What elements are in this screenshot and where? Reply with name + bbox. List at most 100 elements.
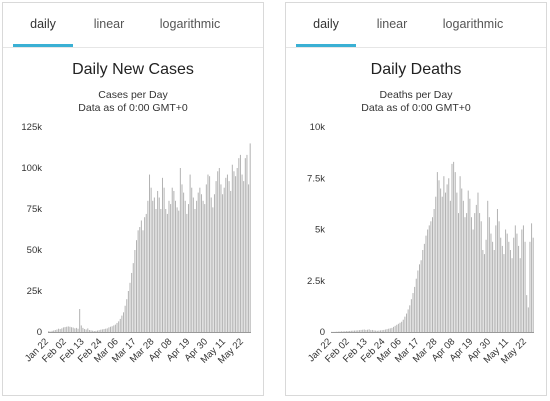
- bar[interactable]: [217, 171, 219, 332]
- bar[interactable]: [464, 217, 466, 332]
- tab-daily[interactable]: daily: [313, 17, 339, 31]
- bar[interactable]: [123, 312, 125, 332]
- bar[interactable]: [116, 322, 118, 332]
- bar[interactable]: [53, 330, 55, 332]
- tab-logarithmic[interactable]: logarithmic: [159, 17, 221, 31]
- bar[interactable]: [238, 158, 240, 332]
- bar[interactable]: [71, 327, 73, 332]
- bar[interactable]: [422, 250, 424, 332]
- bar[interactable]: [453, 161, 455, 332]
- bar[interactable]: [349, 330, 351, 332]
- bar[interactable]: [194, 209, 196, 332]
- bar[interactable]: [339, 331, 341, 332]
- bar[interactable]: [479, 213, 481, 332]
- bar[interactable]: [248, 184, 250, 332]
- bar[interactable]: [124, 305, 126, 332]
- bar[interactable]: [526, 295, 528, 332]
- bar[interactable]: [140, 220, 142, 332]
- bar[interactable]: [412, 293, 414, 332]
- bar[interactable]: [367, 329, 369, 332]
- bar[interactable]: [187, 204, 189, 332]
- bar[interactable]: [181, 184, 183, 332]
- bar[interactable]: [381, 330, 383, 332]
- bar[interactable]: [401, 321, 403, 332]
- bar[interactable]: [474, 213, 476, 332]
- bar[interactable]: [498, 221, 500, 332]
- bar[interactable]: [449, 200, 451, 332]
- bar[interactable]: [137, 230, 139, 332]
- bar[interactable]: [358, 330, 360, 332]
- bar[interactable]: [362, 329, 364, 332]
- bar[interactable]: [189, 174, 191, 332]
- bar[interactable]: [391, 327, 393, 332]
- bar[interactable]: [80, 325, 82, 332]
- bar[interactable]: [66, 326, 68, 332]
- bar[interactable]: [209, 176, 211, 332]
- bar[interactable]: [407, 309, 409, 332]
- bar[interactable]: [88, 330, 90, 332]
- bar[interactable]: [394, 325, 396, 332]
- bar[interactable]: [388, 328, 390, 332]
- bar[interactable]: [168, 200, 170, 332]
- bar[interactable]: [480, 221, 482, 332]
- bar[interactable]: [58, 328, 60, 332]
- bar[interactable]: [93, 331, 95, 332]
- bar[interactable]: [183, 192, 185, 332]
- bar[interactable]: [341, 331, 343, 332]
- bar[interactable]: [393, 326, 395, 333]
- bar[interactable]: [487, 200, 489, 332]
- bar[interactable]: [472, 229, 474, 333]
- bar[interactable]: [428, 225, 430, 332]
- bar[interactable]: [404, 316, 406, 333]
- bar[interactable]: [157, 190, 159, 332]
- bar[interactable]: [519, 258, 521, 332]
- bar[interactable]: [144, 217, 146, 332]
- bar[interactable]: [352, 330, 354, 332]
- bar[interactable]: [161, 177, 163, 332]
- bar[interactable]: [373, 330, 375, 332]
- bar[interactable]: [436, 172, 438, 332]
- bar[interactable]: [192, 197, 194, 332]
- bar[interactable]: [56, 329, 58, 332]
- bar[interactable]: [61, 328, 63, 332]
- bar[interactable]: [129, 282, 131, 332]
- bar[interactable]: [521, 229, 523, 333]
- bar[interactable]: [95, 330, 97, 332]
- bar[interactable]: [165, 209, 167, 332]
- bar[interactable]: [347, 331, 349, 332]
- bar[interactable]: [131, 272, 133, 332]
- bar[interactable]: [360, 329, 362, 332]
- bar[interactable]: [207, 174, 209, 332]
- bar[interactable]: [92, 330, 94, 332]
- bar[interactable]: [213, 194, 215, 332]
- bar[interactable]: [482, 250, 484, 332]
- bar[interactable]: [51, 330, 53, 332]
- bar[interactable]: [127, 291, 129, 332]
- bar[interactable]: [246, 154, 248, 332]
- bar[interactable]: [64, 327, 66, 332]
- bar[interactable]: [500, 237, 502, 332]
- bar[interactable]: [149, 174, 151, 332]
- bar[interactable]: [75, 327, 77, 332]
- bar[interactable]: [485, 239, 487, 332]
- bar[interactable]: [59, 329, 61, 332]
- bar[interactable]: [467, 190, 469, 332]
- bar[interactable]: [153, 197, 155, 332]
- bar[interactable]: [147, 200, 149, 332]
- bar[interactable]: [72, 327, 74, 332]
- bar[interactable]: [443, 176, 445, 332]
- bar[interactable]: [344, 331, 346, 332]
- bar[interactable]: [132, 263, 134, 332]
- bar[interactable]: [389, 328, 391, 332]
- bar[interactable]: [155, 209, 157, 332]
- bar[interactable]: [114, 324, 116, 332]
- bar[interactable]: [365, 329, 367, 332]
- bar[interactable]: [103, 329, 105, 332]
- bar[interactable]: [170, 204, 172, 332]
- bar[interactable]: [505, 229, 507, 333]
- bar[interactable]: [178, 210, 180, 332]
- bar[interactable]: [529, 241, 531, 332]
- bar[interactable]: [220, 184, 222, 332]
- bar[interactable]: [196, 200, 198, 332]
- bar[interactable]: [77, 328, 79, 332]
